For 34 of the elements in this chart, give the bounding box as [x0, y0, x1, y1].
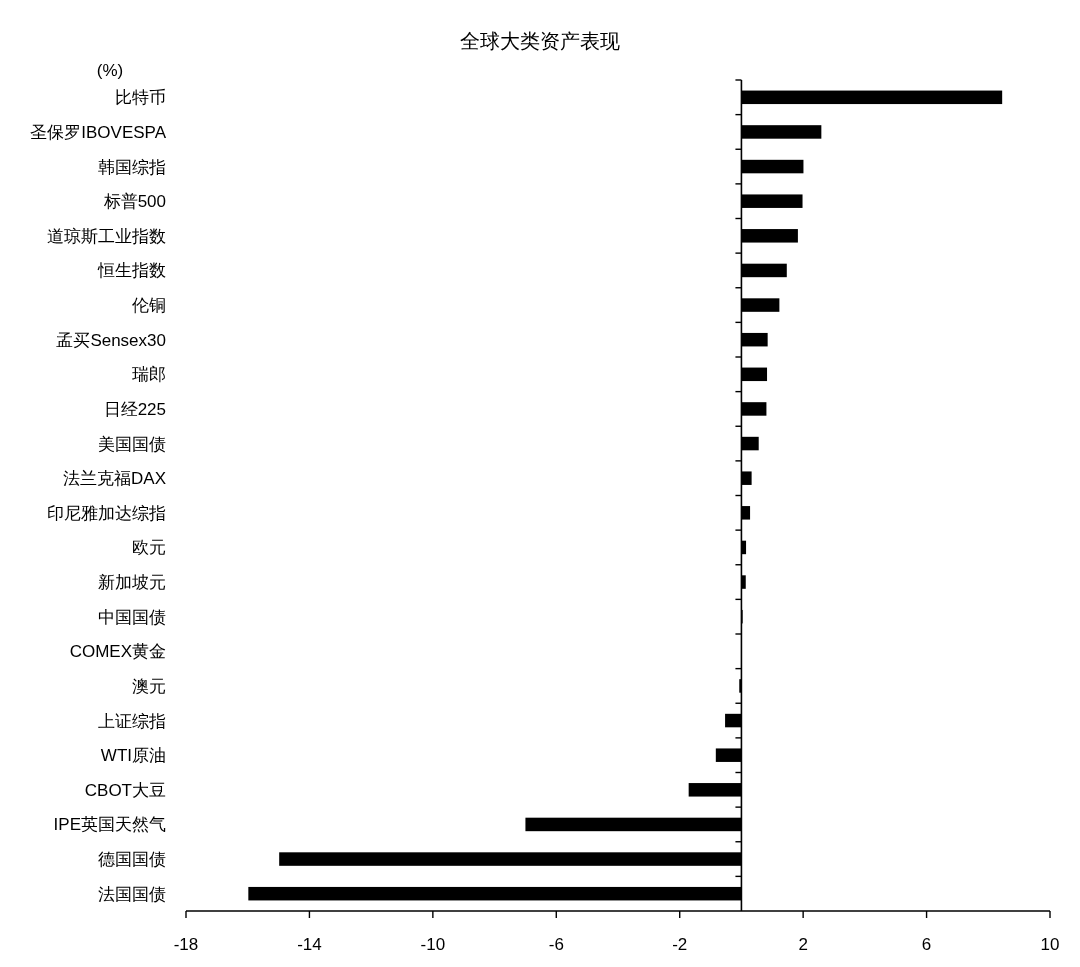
ytick-label: 法兰克福DAX	[63, 469, 166, 489]
ytick-label: CBOT大豆	[84, 780, 166, 800]
xtick-label: -6	[548, 935, 564, 954]
xtick-label: 2	[798, 935, 808, 954]
ytick-label: 恒生指数	[98, 261, 166, 281]
ytick-label: 新加坡元	[98, 573, 166, 593]
ytick-label: 德国国债	[98, 850, 166, 870]
ytick-label: 瑞郎	[132, 365, 166, 385]
ytick-label: 孟买Sensex30	[56, 330, 166, 350]
ytick-label: 欧元	[132, 538, 166, 558]
ytick-label: 美国国债	[98, 434, 166, 454]
ytick-label: 日经225	[103, 399, 166, 419]
xlabel: (%)	[96, 61, 124, 80]
xtick-label: -14	[297, 935, 322, 954]
ytick-label: 圣保罗IBOVESPA	[30, 122, 166, 142]
ytick-label: 印尼雅加达综指	[47, 503, 166, 523]
ytick-label: 比特币	[115, 88, 166, 108]
ytick-label: IPE英国天然气	[53, 815, 166, 835]
ytick-label: 中国国债	[98, 607, 166, 627]
xtick-label: -10	[420, 935, 446, 954]
ytick-label: 上证综指	[98, 711, 166, 731]
ytick-label: 伦铜	[132, 296, 166, 316]
ytick-label: 澳元	[132, 676, 166, 696]
ytick-label: 法国国债	[98, 884, 166, 904]
ytick-label: COMEX黄金	[69, 642, 166, 662]
xtick-label: -2	[672, 935, 688, 954]
ytick-label: 标普500	[103, 192, 166, 212]
ytick-label: 韩国综指	[98, 157, 166, 177]
ytick-label: WTI原油	[100, 746, 166, 766]
xtick-label: 6	[921, 935, 932, 954]
ytick-label: 道琼斯工业指数	[47, 226, 166, 246]
title: 全球大类资产表现	[460, 30, 620, 52]
xtick-label: -18	[173, 935, 199, 954]
xtick-label: 10	[1040, 935, 1060, 954]
